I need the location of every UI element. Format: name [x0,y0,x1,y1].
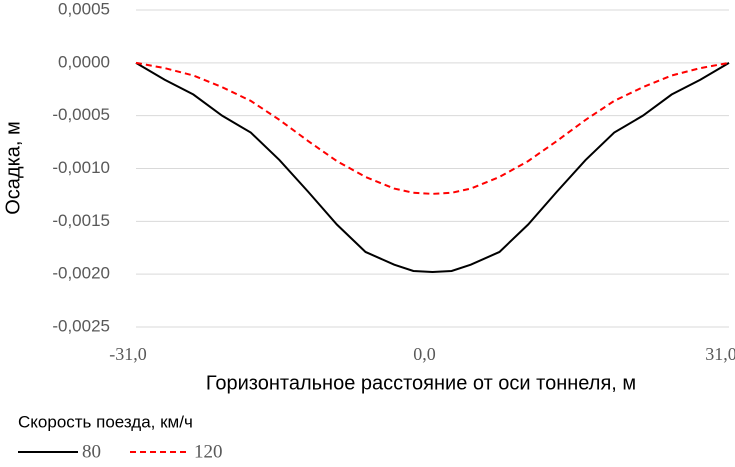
x-tick-label: 31,0 [705,344,735,364]
y-tick-label: -0,0020 [52,264,110,283]
line-series [135,61,730,195]
y-tick-label: -0,0015 [52,211,110,230]
legend-label: 80 [82,441,101,462]
x-tick-label: -31,0 [109,344,147,364]
x-tick-label: 0,0 [413,344,436,364]
y-axis-label: Осадка, м [2,121,24,215]
y-tick-label: 0,0000 [58,52,110,71]
line-series [135,61,730,274]
legend-title: Скорость поезда, км/ч [18,412,193,431]
y-tick-label: -0,0025 [52,316,110,335]
y-tick-label: 0,0005 [58,0,110,18]
y-tick-label: -0,0005 [52,105,110,124]
x-axis-label: Горизонтальное расстояние от оси тоннеля… [206,372,636,394]
legend-label: 120 [194,441,223,462]
y-tick-label: -0,0010 [52,158,110,177]
